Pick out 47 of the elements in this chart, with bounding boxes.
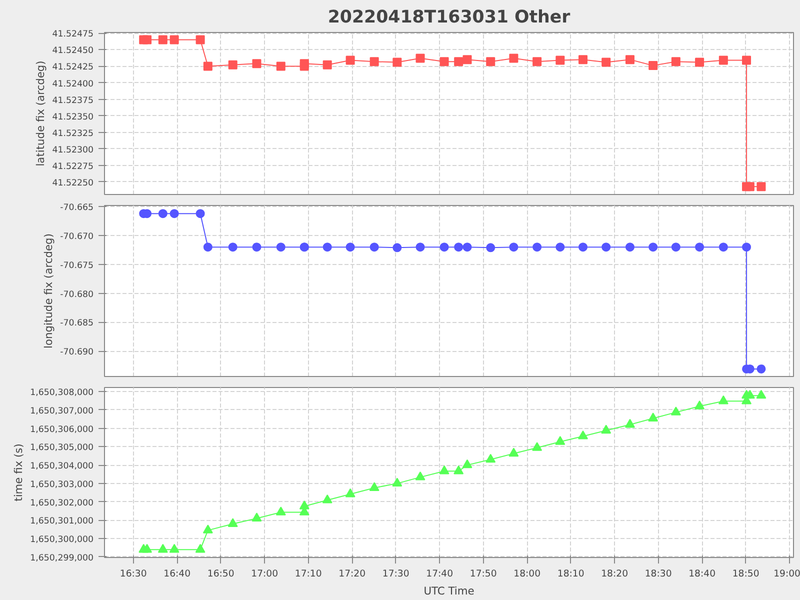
y-tick-label: 41.52450 [52, 46, 94, 56]
y-tick-label: 1,650,301,000 [30, 516, 94, 527]
x-tick-label: 17:40 [426, 568, 454, 580]
y-tick-label: 1,650,304,000 [30, 462, 94, 472]
x-tick-label: 18:50 [732, 568, 760, 580]
y-tick-label: 1,650,306,000 [30, 424, 94, 435]
y-tick-label: -70.680 [60, 290, 94, 300]
y-tick-label: 41.52350 [52, 112, 94, 122]
y-tick-label: 41.52275 [52, 162, 94, 172]
y-axis-title: longitude fix (arcdeg) [42, 234, 56, 348]
y-tick-label: 1,650,302,000 [30, 498, 94, 508]
x-tick-label: 17:50 [470, 568, 497, 580]
x-tick-label: 18:00 [514, 568, 541, 580]
y-tick-label: 1,650,299,000 [30, 553, 94, 564]
y-tick-label: 41.52325 [52, 128, 94, 139]
x-tick-label: 17:30 [382, 568, 410, 580]
y-tick-label: -70.670 [60, 232, 94, 242]
y-tick-label: 41.52425 [52, 62, 94, 73]
y-tick-label: 1,650,308,000 [30, 388, 94, 398]
y-tick-label: 41.52300 [52, 145, 94, 156]
y-tick-label: 1,650,303,000 [30, 480, 94, 490]
y-tick-label: -70.685 [60, 318, 94, 329]
y-tick-label: -70.690 [60, 348, 94, 358]
chart-title: 20220418T163031 Other [328, 8, 571, 28]
x-tick-label: 17:20 [338, 568, 366, 580]
x-tick-label: 16:50 [207, 568, 234, 580]
x-tick-label: 17:10 [294, 568, 322, 580]
x-tick-label: 16:40 [164, 568, 191, 580]
x-tick-label: 17:00 [251, 568, 278, 580]
y-tick-label: 1,650,307,000 [30, 406, 94, 416]
x-tick-label: 19:00 [774, 568, 800, 580]
y-tick-label: 41.52375 [52, 96, 94, 106]
y-tick-label: 1,650,300,000 [30, 535, 94, 546]
y-tick-label: 41.52400 [52, 79, 94, 90]
x-tick-label: 18:40 [688, 568, 716, 580]
y-axis-title: time fix (s) [12, 444, 26, 502]
x-axis-title: UTC Time [424, 584, 474, 598]
y-tick-label: 41.52250 [52, 178, 94, 188]
x-tick-label: 16:30 [120, 568, 147, 580]
y-tick-label: 1,650,305,000 [30, 443, 94, 454]
x-tick-label: 18:10 [557, 568, 584, 580]
y-tick-label: -70.675 [60, 260, 94, 271]
x-tick-label: 18:30 [644, 568, 672, 580]
y-axis-title: latitude fix (arcdeg) [34, 60, 48, 166]
y-tick-label: 41.52475 [52, 30, 94, 40]
y-tick-label: -70.665 [60, 203, 94, 214]
x-tick-label: 18:20 [601, 568, 628, 580]
